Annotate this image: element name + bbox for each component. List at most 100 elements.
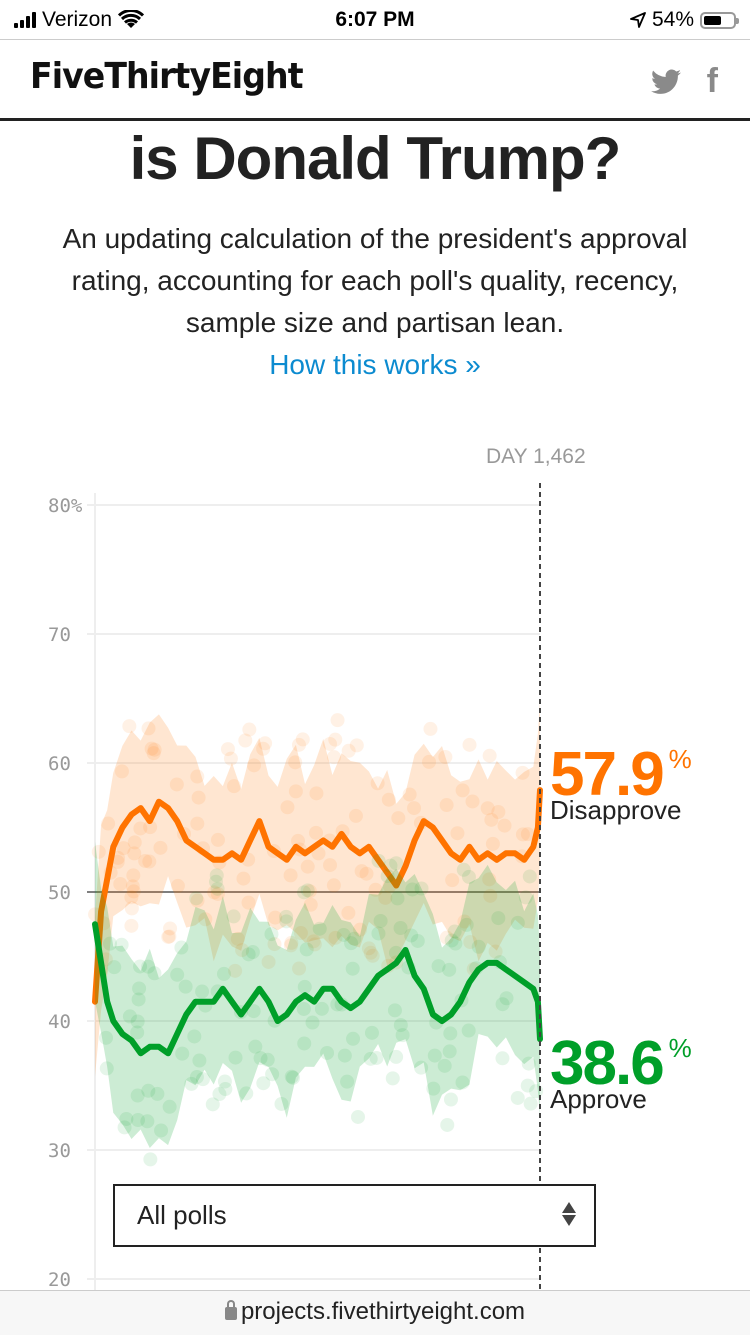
poll-dot <box>99 1061 114 1076</box>
divider <box>0 39 750 40</box>
poll-dot <box>280 800 295 815</box>
poll-dot <box>141 721 156 736</box>
wifi-icon <box>118 10 145 28</box>
poll-dot <box>438 749 453 764</box>
url-bar[interactable]: projects.fivethirtyeight.com <box>0 1290 750 1335</box>
disapprove-number: 57.9 <box>550 740 665 809</box>
poll-filter-select[interactable]: All polls <box>113 1184 596 1247</box>
description-text: An updating calculation of the president… <box>62 223 688 338</box>
poll-dot <box>130 1025 145 1040</box>
poll-dot <box>236 871 251 886</box>
facebook-icon[interactable]: f <box>706 62 718 100</box>
poll-dot <box>124 890 139 905</box>
poll-dot <box>212 1087 227 1102</box>
poll-dot <box>228 1050 243 1065</box>
poll-dot <box>427 1048 442 1063</box>
disapprove-uncertainty-band <box>95 700 540 1077</box>
poll-dot <box>456 862 471 877</box>
poll-dot <box>518 890 533 905</box>
poll-dot <box>239 1086 254 1101</box>
poll-dot <box>499 991 514 1006</box>
poll-dot <box>218 1082 233 1097</box>
poll-dot <box>350 1109 365 1124</box>
site-logo[interactable]: FiveThirtyEight <box>30 56 304 97</box>
poll-dot <box>422 754 437 769</box>
poll-dot <box>127 846 142 861</box>
poll-dot <box>463 935 478 950</box>
poll-dot <box>161 929 176 944</box>
disapprove-line <box>92 787 543 1005</box>
y-tick-label: 40 <box>48 1011 71 1033</box>
how-this-works-link[interactable]: How this works » <box>269 349 481 380</box>
poll-dot <box>522 869 537 884</box>
poll-dot <box>387 1003 402 1018</box>
poll-dot <box>497 818 512 833</box>
poll-dot <box>307 937 322 952</box>
poll-dot <box>439 798 454 813</box>
poll-dot <box>306 934 321 949</box>
poll-dot <box>482 872 497 887</box>
poll-dot <box>122 1009 137 1024</box>
poll-dot <box>330 713 345 728</box>
poll-dot <box>448 936 463 951</box>
location-icon <box>630 12 646 28</box>
poll-dot <box>130 1088 145 1103</box>
y-tick-label: 60 <box>48 753 71 775</box>
poll-dot <box>349 738 364 753</box>
y-tick-label: 70 <box>48 624 71 646</box>
poll-dot <box>192 1053 207 1068</box>
poll-dot <box>146 746 161 761</box>
poll-dot <box>190 769 205 784</box>
poll-dot <box>264 927 279 942</box>
poll-dot <box>297 1036 312 1051</box>
poll-dot <box>144 741 159 756</box>
poll-dot <box>488 944 503 959</box>
poll-dot <box>133 959 148 974</box>
poll-dot <box>223 751 238 766</box>
poll-dot <box>480 801 495 816</box>
poll-dot <box>364 1025 379 1040</box>
poll-dot <box>126 884 141 899</box>
poll-dot <box>378 890 393 905</box>
poll-dot <box>323 858 338 873</box>
twitter-icon[interactable] <box>650 68 681 95</box>
poll-dot <box>110 854 125 869</box>
poll-dot <box>354 864 369 879</box>
poll-dot <box>253 1051 268 1066</box>
poll-dot <box>482 748 497 763</box>
poll-dot <box>295 732 310 747</box>
poll-dot <box>510 915 525 930</box>
poll-dot <box>337 1048 352 1063</box>
poll-dot <box>153 840 168 855</box>
poll-dot <box>283 868 298 883</box>
poll-dot <box>279 909 294 924</box>
poll-dot <box>491 911 506 926</box>
poll-dot <box>389 856 404 871</box>
poll-dot <box>256 1076 271 1091</box>
poll-dot <box>407 801 422 816</box>
poll-dot <box>523 1096 538 1111</box>
poll-dot <box>437 1058 452 1073</box>
poll-dot <box>147 966 162 981</box>
poll-dot <box>491 804 506 819</box>
poll-dot <box>414 881 429 896</box>
signal-icon <box>14 12 36 28</box>
poll-dot <box>327 750 342 765</box>
poll-dot <box>125 879 140 894</box>
poll-dot <box>371 926 386 941</box>
poll-dot <box>116 841 131 856</box>
poll-dot <box>99 1030 114 1045</box>
poll-dot <box>195 1072 210 1087</box>
poll-dot <box>241 895 256 910</box>
poll-dot <box>170 878 185 893</box>
disapprove-label: Disapprove <box>550 795 682 825</box>
poll-dot <box>390 891 405 906</box>
poll-dot <box>184 1076 199 1091</box>
poll-dot <box>113 876 128 891</box>
poll-dot <box>495 997 510 1012</box>
poll-dot <box>314 1001 329 1016</box>
poll-dot <box>279 914 294 929</box>
poll-dot <box>347 931 362 946</box>
url-text: projects.fivethirtyeight.com <box>240 1298 526 1325</box>
poll-dot <box>107 960 122 975</box>
